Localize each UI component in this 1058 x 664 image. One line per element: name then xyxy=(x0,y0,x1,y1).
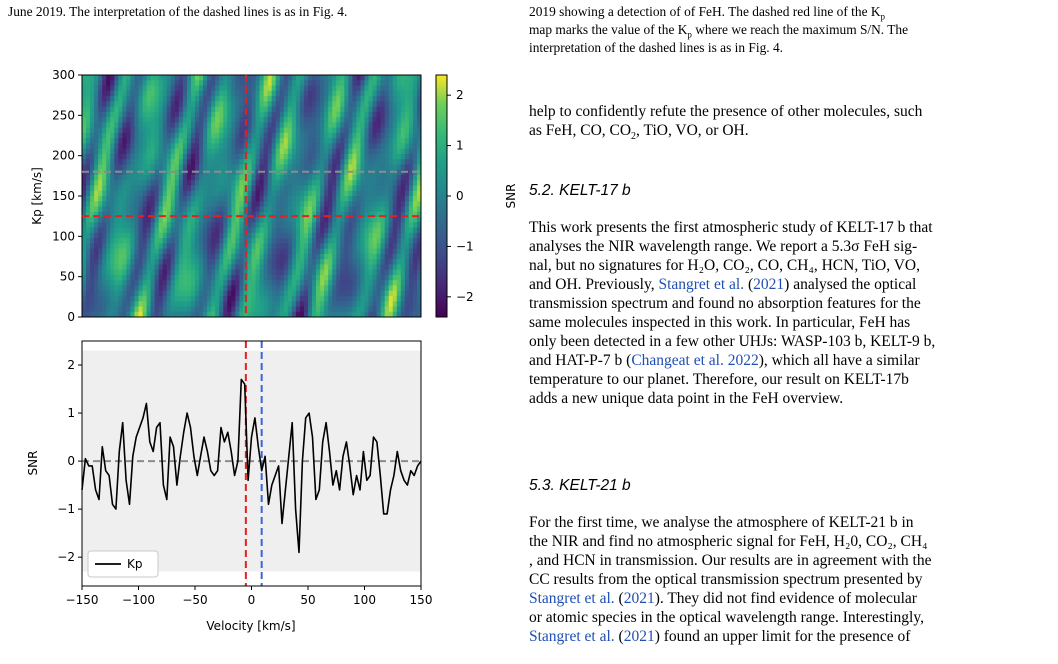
citation-year-link[interactable]: 2021 xyxy=(753,276,785,293)
s52-line-8: and HAT-P-7 b (Changeat et al. 2022), wh… xyxy=(529,352,920,369)
citation-year-link[interactable]: 2021 xyxy=(623,628,655,645)
heatmap-panel: 0 50 100 150 200 250 300 Kp [km/s] xyxy=(30,68,422,324)
colorbar-label: SNR xyxy=(504,184,518,209)
right-caption-line1: 2019 showing a detection of of FeH. The … xyxy=(529,4,886,22)
s53-line-3: , and HCN in transmission. Our results a… xyxy=(529,552,932,569)
series-line-kp xyxy=(81,378,422,554)
citation-year-link[interactable]: 2021 xyxy=(623,590,655,607)
line-panel-xtick-label: 100 xyxy=(353,593,376,607)
s53-line-2: the NIR and find no atmospheric signal f… xyxy=(529,533,928,550)
citation-link[interactable]: Stangret et al. xyxy=(529,590,615,607)
s52-line-6: same molecules inspected in this work. I… xyxy=(529,314,911,331)
line-panel-xtick-label: −50 xyxy=(182,593,207,607)
colorbar-tick-label: 2 xyxy=(456,88,464,102)
right-caption-line2: map marks the value of the Kp where we r… xyxy=(529,22,909,40)
heatmap-ytick-label: 300 xyxy=(52,68,75,82)
colorbar-tick-label: −1 xyxy=(456,239,474,253)
heatmap-ytick-label: 200 xyxy=(52,149,75,163)
heatmap-ytick-label: 150 xyxy=(52,189,75,203)
s52-line-9: temperature to our planet. Therefore, ou… xyxy=(529,371,909,388)
citation-link[interactable]: Stangret et al. xyxy=(658,276,745,293)
s52-line-3: nal, but no signatures for H₂O, CO₂, CO,… xyxy=(529,257,920,274)
left-caption-tail: June 2019. The interpretation of the das… xyxy=(8,4,348,19)
line-panel-ytick-label: −2 xyxy=(57,550,75,564)
s52-line-4: and OH. Previously, Stangret et al. (202… xyxy=(529,276,917,293)
colorbar: 2 1 0 −1 −2 SNR xyxy=(435,74,518,318)
right-caption-line3: interpretation of the dashed lines is as… xyxy=(529,40,784,55)
s52-line-10: adds a new unique data point in the FeH … xyxy=(529,390,844,407)
line-panel-ytick-label: 1 xyxy=(67,406,75,420)
line-panel-xtick-label: 0 xyxy=(248,593,256,607)
s52-line-2: analyses the NIR wavelength range. We re… xyxy=(529,238,918,255)
heatmap-ytick-label: 50 xyxy=(60,270,75,284)
s53-line-1: For the first time, we analyse the atmos… xyxy=(529,514,914,531)
heatmap-ytick-label: 0 xyxy=(67,310,75,324)
intro-para-line1: help to confidently refute the presence … xyxy=(529,103,923,120)
legend: Kp xyxy=(87,550,159,578)
line-panel-ylabel: SNR xyxy=(26,451,40,476)
citation-link[interactable]: Stangret et al. xyxy=(529,628,615,645)
heatmap-ytick-label: 250 xyxy=(52,108,75,122)
line-panel-xlabel: Velocity [km/s] xyxy=(206,619,295,633)
line-panel-xtick-label: 50 xyxy=(300,593,315,607)
section-52-heading: 5.2. KELT-17 b xyxy=(529,182,631,199)
colorbar-tick-label: 1 xyxy=(456,139,464,153)
intro-para-line2: as FeH, CO, CO2, TiO, VO, or OH. xyxy=(529,122,749,143)
colorbar-tick-label: −2 xyxy=(456,290,474,304)
s52-line-5: transmission spectrum and found no absor… xyxy=(529,295,921,312)
citation-link[interactable]: Changeat et al. 2022 xyxy=(631,352,759,369)
line-panel-xtick-label: −100 xyxy=(122,593,155,607)
heatmap-ylabel: Kp [km/s] xyxy=(30,167,44,225)
legend-label: Kp xyxy=(127,557,143,571)
s53-line-5: Stangret et al. (2021). They did not fin… xyxy=(529,590,917,607)
line-panel: 2 1 0 −1 −2 −150 −100 −50 0 50 100 150 SNR Velocit… xyxy=(26,340,433,633)
line-panel-xtick-label: −150 xyxy=(66,593,99,607)
line-panel-ytick-label: 2 xyxy=(67,358,75,372)
s52-line-7: only been detected in a few other UHJs: … xyxy=(529,333,936,350)
line-panel-xtick-label: 150 xyxy=(410,593,433,607)
s53-line-7: Stangret et al. (2021) found an upper li… xyxy=(529,628,911,645)
s53-line-6: or atomic species in the optical wavelen… xyxy=(529,609,924,626)
line-panel-ytick-label: −1 xyxy=(57,502,75,516)
s52-line-1: This work presents the first atmospheric… xyxy=(529,219,933,236)
line-panel-ytick-label: 0 xyxy=(67,454,75,468)
colorbar-tick-label: 0 xyxy=(456,189,464,203)
heatmap-ytick-label: 100 xyxy=(52,229,75,243)
section-53-heading: 5.3. KELT-21 b xyxy=(529,477,631,494)
s53-line-4: CC results from the optical transmission… xyxy=(529,571,923,588)
